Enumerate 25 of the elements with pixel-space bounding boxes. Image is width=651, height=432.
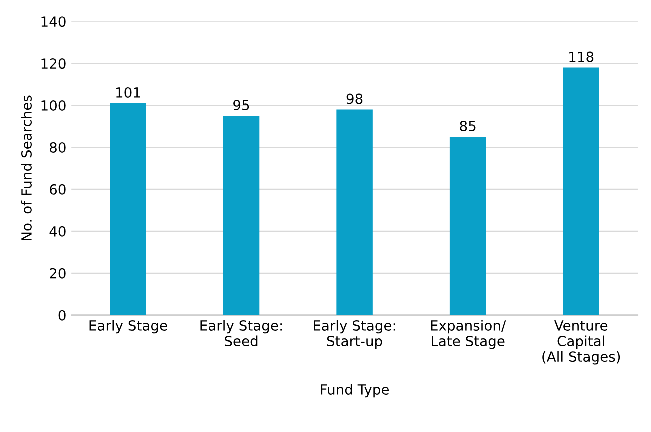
data-label: 118 — [570, 52, 594, 62]
y-tick-label: 0 — [58, 310, 66, 321]
y-tick-label: 20 — [50, 268, 66, 279]
y-tick-label: 120 — [42, 58, 66, 70]
data-label: 101 — [116, 87, 140, 98]
x-tick-label: Early Stage: Start-up — [314, 320, 396, 350]
data-label: 85 — [460, 121, 476, 132]
y-axis-title: No. of Fund Searches — [21, 96, 32, 241]
bar — [450, 137, 486, 316]
y-tick-label: 140 — [42, 16, 66, 28]
x-tick-label: Early Stage: Seed — [200, 320, 282, 347]
data-label: 95 — [234, 100, 250, 111]
y-tick-label: 60 — [50, 184, 66, 195]
x-tick-label: Expansion/ Late Stage — [431, 320, 506, 350]
bar — [336, 110, 373, 316]
x-tick-label: Venture Capital (All Stages) — [542, 320, 620, 365]
y-tick-label: 100 — [42, 100, 66, 112]
y-tick-label: 80 — [50, 142, 66, 153]
bar — [110, 103, 146, 316]
y-tick-label: 40 — [50, 226, 66, 237]
bar — [563, 68, 600, 316]
bar — [223, 116, 260, 316]
x-tick-label: Early Stage — [90, 320, 168, 334]
data-label: 98 — [346, 94, 363, 104]
x-axis-title: Fund Type — [321, 384, 390, 398]
